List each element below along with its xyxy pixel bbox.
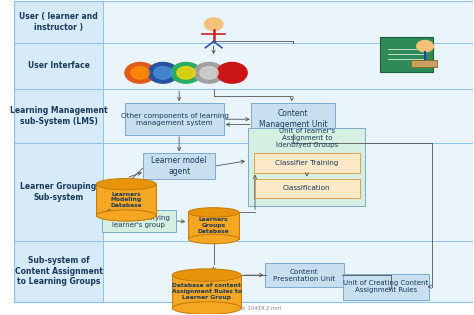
Text: Learner Grouping
Sub-system: Learner Grouping Sub-system [20,182,97,202]
Text: Sub-system of
Content Assignment
to Learning Groups: Sub-system of Content Assignment to Lear… [15,256,102,286]
FancyBboxPatch shape [265,263,344,287]
Text: Classifier Training: Classifier Training [275,160,338,166]
Text: 18693.9 mm × 10419.2 mm: 18693.9 mm × 10419.2 mm [206,306,281,311]
Circle shape [417,41,433,52]
Circle shape [148,62,178,83]
Ellipse shape [188,208,239,217]
Text: Classification: Classification [283,185,330,191]
Text: Other components of learning
management system: Other components of learning management … [120,112,228,126]
Circle shape [223,66,241,79]
Text: Learning Management
sub-System (LMS): Learning Management sub-System (LMS) [9,106,107,126]
FancyBboxPatch shape [380,37,433,72]
FancyBboxPatch shape [254,179,360,198]
Polygon shape [96,184,156,215]
Ellipse shape [96,210,156,221]
Text: Learners
Groups
Database: Learners Groups Database [198,217,229,234]
Text: Unit of Creating Content
Assignment Rules: Unit of Creating Content Assignment Rule… [343,280,428,293]
FancyBboxPatch shape [14,89,103,143]
Circle shape [217,62,247,83]
FancyBboxPatch shape [125,103,224,135]
FancyBboxPatch shape [14,43,103,89]
Polygon shape [188,212,239,239]
Circle shape [200,66,218,79]
FancyBboxPatch shape [14,241,103,302]
FancyBboxPatch shape [251,103,335,135]
Text: Database of content
Assignment Rules to
Learner Group: Database of content Assignment Rules to … [172,283,242,300]
FancyBboxPatch shape [143,153,215,179]
FancyBboxPatch shape [14,1,103,43]
FancyBboxPatch shape [103,89,474,143]
Circle shape [204,18,223,31]
FancyBboxPatch shape [248,128,365,206]
Circle shape [194,62,224,83]
FancyBboxPatch shape [343,274,428,300]
Text: Learner model
agent: Learner model agent [151,157,207,176]
Text: Content
Management Unit: Content Management Unit [259,109,327,129]
Circle shape [177,66,195,79]
Circle shape [131,66,149,79]
Ellipse shape [172,302,241,314]
FancyBboxPatch shape [254,153,360,173]
Text: Learners
Modeling
Database: Learners Modeling Database [110,192,142,208]
Ellipse shape [96,179,156,190]
FancyBboxPatch shape [102,210,176,232]
Ellipse shape [188,234,239,244]
FancyBboxPatch shape [103,143,474,241]
FancyBboxPatch shape [103,43,474,89]
Text: User Interface: User Interface [27,61,90,70]
Text: Content
Presentation Unit: Content Presentation Unit [273,269,336,282]
Circle shape [154,66,172,79]
Circle shape [125,62,155,83]
Text: Unit of learner's
Assignment to
Identifyed Groups: Unit of learner's Assignment to Identify… [276,128,338,148]
FancyBboxPatch shape [14,143,103,241]
FancyBboxPatch shape [103,1,474,43]
FancyBboxPatch shape [411,60,437,66]
FancyBboxPatch shape [103,241,474,302]
Polygon shape [172,275,241,308]
Text: Unit of identifying
learner's group: Unit of identifying learner's group [108,215,170,227]
Ellipse shape [172,269,241,281]
Circle shape [171,62,201,83]
Text: User ( learner and
instructor ): User ( learner and instructor ) [19,12,98,32]
